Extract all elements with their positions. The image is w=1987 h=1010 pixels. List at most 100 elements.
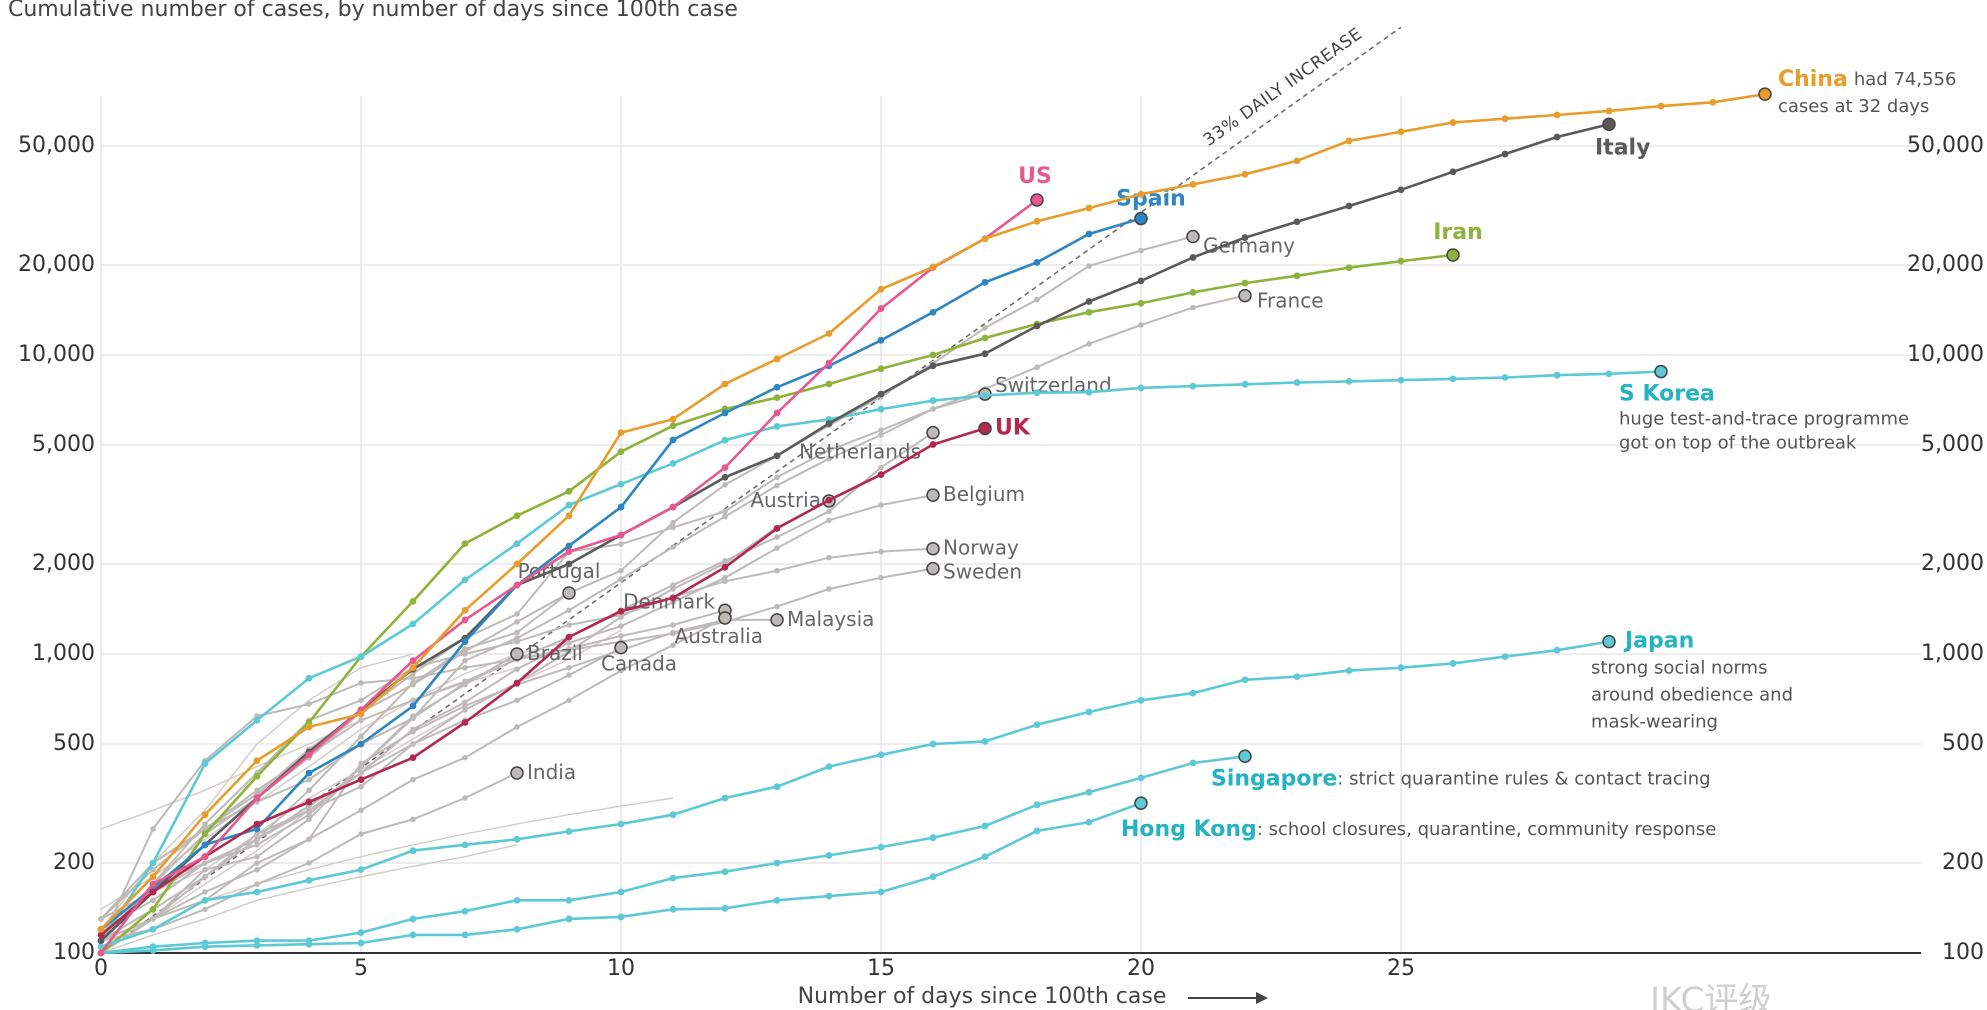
data-point xyxy=(1345,667,1353,674)
data-point xyxy=(358,770,364,776)
series-label: Sweden xyxy=(943,559,1022,583)
data-point xyxy=(722,513,728,520)
data-point xyxy=(1553,133,1561,141)
series-label: Netherlands xyxy=(799,439,921,463)
series-label: Malaysia xyxy=(787,606,874,630)
series-line xyxy=(100,393,986,942)
x-tick-label: 5 xyxy=(354,956,368,981)
series-note: huge test-and-trace programme xyxy=(1619,409,1909,430)
data-point xyxy=(878,574,884,581)
data-point xyxy=(306,787,312,794)
background-line xyxy=(100,844,518,954)
series-name: UK xyxy=(995,415,1031,440)
data-point xyxy=(305,723,313,731)
data-point xyxy=(825,763,833,771)
data-point xyxy=(358,783,364,790)
data-point xyxy=(721,563,729,571)
data-point xyxy=(877,365,885,373)
data-point xyxy=(1085,388,1093,396)
data-point xyxy=(773,394,781,402)
end-point xyxy=(1602,117,1616,132)
data-point xyxy=(670,544,676,550)
data-point xyxy=(617,480,625,488)
data-point xyxy=(1241,380,1249,388)
data-point xyxy=(1657,102,1665,110)
y-tick-label-right: 20,000 xyxy=(1907,252,1984,277)
data-point xyxy=(1138,322,1144,328)
end-point xyxy=(1758,87,1772,101)
data-point xyxy=(826,517,832,524)
data-point xyxy=(1553,371,1561,379)
data-point xyxy=(877,336,885,344)
data-point xyxy=(305,940,313,948)
data-point xyxy=(202,889,208,895)
data-point xyxy=(877,405,885,413)
data-point xyxy=(514,697,520,704)
background-line xyxy=(100,629,622,930)
series-label: China had 74,556 xyxy=(1778,67,1956,92)
data-point xyxy=(202,873,208,880)
series-name: Australia xyxy=(675,623,763,647)
data-point xyxy=(1033,827,1041,835)
series-label: Canada xyxy=(601,651,677,675)
data-point xyxy=(618,623,624,629)
end-point xyxy=(510,766,524,780)
data-point xyxy=(982,325,988,331)
data-point xyxy=(305,674,313,682)
data-point xyxy=(1085,204,1093,212)
data-point xyxy=(981,738,989,745)
data-point xyxy=(97,943,105,951)
data-point xyxy=(565,501,573,509)
data-point xyxy=(981,392,989,399)
data-point xyxy=(722,508,728,515)
data-point xyxy=(254,853,260,860)
data-point xyxy=(826,455,832,462)
data-point xyxy=(617,503,625,511)
series-label: S Korea xyxy=(1619,382,1715,407)
data-point xyxy=(825,892,833,900)
data-point xyxy=(410,713,416,719)
data-point xyxy=(253,820,261,828)
data-point xyxy=(306,776,312,783)
data-point xyxy=(1397,376,1405,384)
data-point xyxy=(410,675,416,681)
y-tick-label: 100 xyxy=(53,940,95,965)
data-point xyxy=(514,666,520,672)
data-point xyxy=(773,409,781,417)
data-point xyxy=(1033,259,1041,266)
data-point xyxy=(201,760,209,767)
data-point xyxy=(774,545,780,551)
data-point xyxy=(774,474,780,481)
y-tick-label: 1,000 xyxy=(32,641,95,666)
end-point xyxy=(926,561,940,576)
data-point xyxy=(97,931,105,939)
data-point xyxy=(462,754,468,761)
data-point xyxy=(149,859,157,867)
data-point xyxy=(670,622,676,628)
data-point xyxy=(617,913,625,921)
series-label: Brazil xyxy=(527,641,583,665)
data-point xyxy=(774,482,780,489)
data-point xyxy=(670,524,676,531)
data-point xyxy=(1033,389,1041,397)
end-point xyxy=(1602,634,1616,649)
series-line xyxy=(100,235,1194,920)
data-point xyxy=(929,441,937,448)
end-point xyxy=(1134,796,1148,810)
data-point xyxy=(149,947,157,954)
series-label: Denmark xyxy=(623,589,715,613)
y-tick-label: 10,000 xyxy=(18,342,95,367)
data-point xyxy=(513,512,521,520)
data-point xyxy=(306,701,312,707)
data-point xyxy=(201,841,209,849)
data-point xyxy=(566,607,572,614)
data-point xyxy=(409,915,417,923)
data-point xyxy=(1605,107,1613,115)
series-name: India xyxy=(527,759,576,783)
data-point xyxy=(669,503,677,511)
data-point xyxy=(617,531,625,539)
data-point xyxy=(202,821,208,827)
data-point xyxy=(1501,653,1509,661)
data-point xyxy=(721,473,729,481)
data-point xyxy=(461,931,469,939)
